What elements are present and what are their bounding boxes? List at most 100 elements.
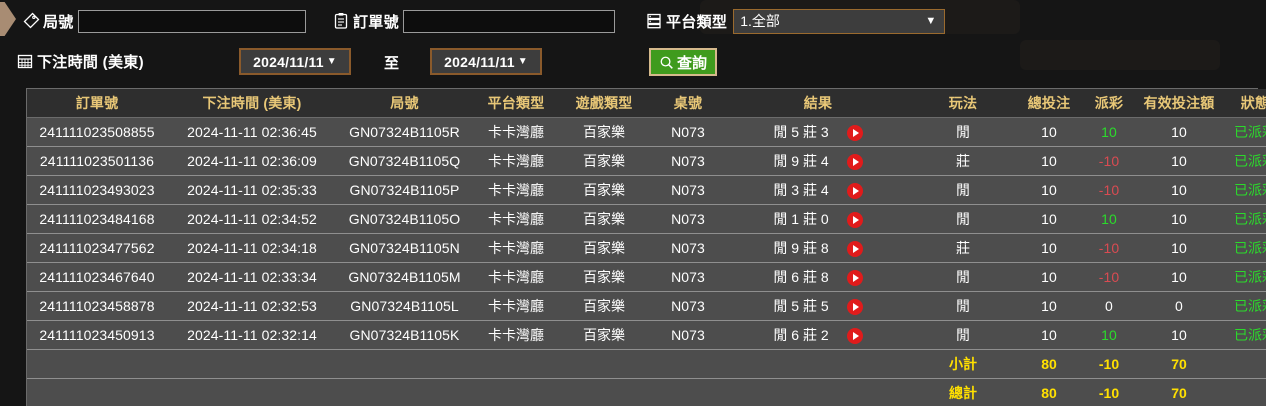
cell-order-no: 241111023450913 bbox=[27, 320, 167, 350]
cell-table-no: N073 bbox=[648, 117, 728, 147]
result-text: 閒 3 莊 4 bbox=[773, 181, 829, 198]
result-text: 閒 9 莊 8 bbox=[773, 239, 829, 256]
col-payout[interactable]: 派彩 bbox=[1080, 89, 1138, 118]
subtotal-row: 小計 80 -10 70 bbox=[27, 349, 1266, 379]
cell-order-no: 241111023508855 bbox=[27, 117, 167, 147]
cell-valid-bet: 0 bbox=[1138, 291, 1220, 321]
col-order-no[interactable]: 訂單號 bbox=[27, 89, 167, 118]
cell-payout: -10 bbox=[1080, 233, 1138, 263]
cell-game-type: 百家樂 bbox=[560, 291, 648, 321]
table-row[interactable]: 241111023508855 2024-11-11 02:36:45 GN0732… bbox=[27, 117, 1266, 147]
play-icon[interactable] bbox=[846, 182, 863, 199]
col-platform[interactable]: 平台類型 bbox=[472, 89, 560, 118]
summary-spacer bbox=[728, 349, 908, 379]
cell-result: 閒 6 莊 2 bbox=[728, 320, 908, 350]
play-icon[interactable] bbox=[846, 124, 863, 141]
cell-order-no: 241111023501136 bbox=[27, 146, 167, 176]
cell-table-no: N073 bbox=[648, 175, 728, 205]
cell-total-bet: 10 bbox=[1018, 204, 1080, 234]
date-from-picker[interactable]: 2024/11/11 ▼ bbox=[239, 48, 351, 75]
platform-type-selected-value: 1.全部 bbox=[740, 13, 780, 29]
grandtotal-row-label: 總計 bbox=[908, 378, 1018, 406]
date-to-picker[interactable]: 2024/11/11 ▼ bbox=[430, 48, 542, 75]
cell-result: 閒 1 莊 0 bbox=[728, 204, 908, 234]
cell-valid-bet: 10 bbox=[1138, 262, 1220, 292]
summary-spacer bbox=[728, 378, 908, 406]
tag-icon bbox=[22, 12, 40, 30]
cell-platform: 卡卡灣廳 bbox=[472, 117, 560, 147]
cell-platform: 卡卡灣廳 bbox=[472, 175, 560, 205]
cell-total-bet: 10 bbox=[1018, 117, 1080, 147]
cell-platform: 卡卡灣廳 bbox=[472, 233, 560, 263]
table-row[interactable]: 241111023458878 2024-11-11 02:32:53 GN0732… bbox=[27, 291, 1266, 321]
cell-order-no: 241111023458878 bbox=[27, 291, 167, 321]
platform-type-label: 平台類型 bbox=[666, 13, 728, 31]
table-row[interactable]: 241111023484168 2024-11-11 02:34:52 GN0732… bbox=[27, 204, 1266, 234]
order-no-label: 訂單號 bbox=[353, 13, 399, 31]
play-icon[interactable] bbox=[846, 269, 863, 286]
col-round-no[interactable]: 局號 bbox=[337, 89, 472, 118]
cell-bet-time: 2024-11-11 02:34:18 bbox=[167, 233, 337, 263]
platform-type-select[interactable]: 1.全部 ▼ bbox=[733, 8, 946, 34]
col-bet-time[interactable]: 下注時間 (美東) bbox=[167, 89, 337, 118]
col-game-type[interactable]: 遊戲類型 bbox=[560, 89, 648, 118]
play-icon[interactable] bbox=[846, 211, 863, 228]
col-status[interactable]: 狀態 bbox=[1220, 89, 1266, 118]
play-icon[interactable] bbox=[846, 240, 863, 257]
cell-bet-time: 2024-11-11 02:36:09 bbox=[167, 146, 337, 176]
cell-bet-time: 2024-11-11 02:35:33 bbox=[167, 175, 337, 205]
cell-total-bet: 10 bbox=[1018, 175, 1080, 205]
play-icon[interactable] bbox=[846, 298, 863, 315]
cell-table-no: N073 bbox=[648, 291, 728, 321]
cell-round-no: GN07324B1105O bbox=[337, 204, 472, 234]
cell-game-type: 百家樂 bbox=[560, 117, 648, 147]
table-row[interactable]: 241111023501136 2024-11-11 02:36:09 GN0732… bbox=[27, 146, 1266, 176]
calendar-icon bbox=[16, 52, 34, 70]
cell-payout: 10 bbox=[1080, 320, 1138, 350]
table-row[interactable]: 241111023467640 2024-11-11 02:33:34 GN0732… bbox=[27, 262, 1266, 292]
col-total-bet[interactable]: 總投注 bbox=[1018, 89, 1080, 118]
play-icon[interactable] bbox=[846, 327, 863, 344]
table-row[interactable]: 241111023450913 2024-11-11 02:32:14 GN0732… bbox=[27, 320, 1266, 350]
summary-spacer bbox=[560, 349, 648, 379]
cell-payout: 0 bbox=[1080, 291, 1138, 321]
filter-toolbar: 局號 訂單號 bbox=[0, 0, 1266, 88]
cell-total-bet: 10 bbox=[1018, 262, 1080, 292]
cell-payout: 10 bbox=[1080, 117, 1138, 147]
cell-round-no: GN07324B1105Q bbox=[337, 146, 472, 176]
round-no-label: 局號 bbox=[43, 13, 74, 31]
table-row[interactable]: 241111023493023 2024-11-11 02:35:33 GN0732… bbox=[27, 175, 1266, 205]
play-icon[interactable] bbox=[846, 153, 863, 170]
col-valid-bet[interactable]: 有效投注額 bbox=[1138, 89, 1220, 118]
cell-result: 閒 5 莊 5 bbox=[728, 291, 908, 321]
bet-time-label: 下注時間 (美東) bbox=[37, 53, 144, 71]
bet-time-field: 下注時間 (美東) bbox=[16, 48, 144, 74]
chevron-down-icon: ▼ bbox=[517, 56, 528, 67]
table-row[interactable]: 241111023477562 2024-11-11 02:34:18 GN0732… bbox=[27, 233, 1266, 263]
chevron-down-icon: ▼ bbox=[326, 56, 337, 67]
cell-bet-time: 2024-11-11 02:34:52 bbox=[167, 204, 337, 234]
summary-spacer bbox=[1220, 378, 1266, 406]
cell-round-no: GN07324B1105R bbox=[337, 117, 472, 147]
order-no-input[interactable] bbox=[402, 9, 615, 33]
subtotal-row-total-bet: 80 bbox=[1018, 349, 1080, 379]
result-text: 閒 6 莊 8 bbox=[773, 268, 829, 285]
cell-game-type: 百家樂 bbox=[560, 204, 648, 234]
cell-valid-bet: 10 bbox=[1138, 175, 1220, 205]
search-icon bbox=[659, 55, 674, 70]
bet-history-table-wrapper: 訂單號 下注時間 (美東) 局號 平台類型 遊戲類型 桌號 結果 玩法 總投注 … bbox=[26, 88, 1266, 406]
query-button[interactable]: 查詢 bbox=[649, 48, 718, 76]
cell-bet-kind: 閒 bbox=[908, 262, 1018, 292]
cell-total-bet: 10 bbox=[1018, 320, 1080, 350]
platform-type-field: 平台類型 1.全部 ▼ bbox=[645, 8, 946, 34]
round-no-input[interactable] bbox=[77, 9, 306, 33]
summary-spacer bbox=[560, 378, 648, 406]
cell-status: 已派彩 bbox=[1220, 146, 1266, 176]
query-button-label: 查詢 bbox=[677, 54, 708, 72]
summary-spacer bbox=[648, 349, 728, 379]
col-table-no[interactable]: 桌號 bbox=[648, 89, 728, 118]
cell-bet-time: 2024-11-11 02:32:53 bbox=[167, 291, 337, 321]
col-result[interactable]: 結果 bbox=[728, 89, 908, 118]
cell-payout: -10 bbox=[1080, 262, 1138, 292]
col-bet-kind[interactable]: 玩法 bbox=[908, 89, 1018, 118]
